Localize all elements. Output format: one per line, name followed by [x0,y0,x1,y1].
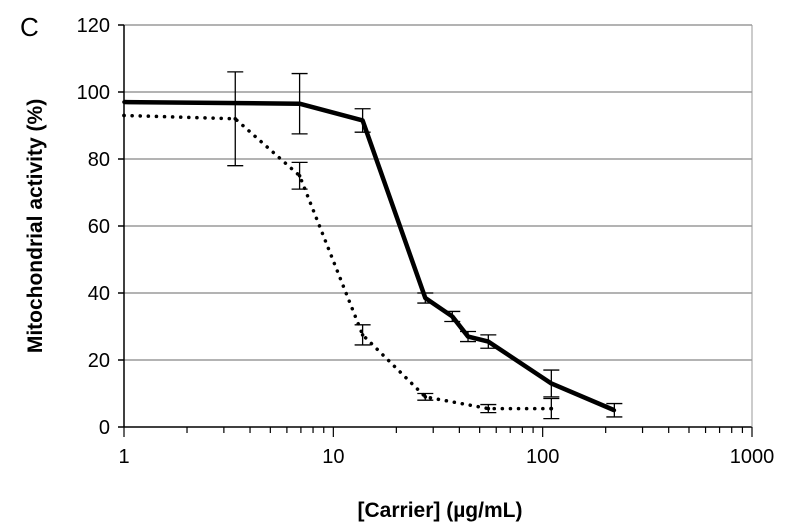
x-tick-label: 1000 [730,446,775,468]
y-tick-label: 80 [88,149,110,171]
series-layer [122,71,623,420]
y-tick-label: 120 [77,15,110,37]
panel-label: C [20,12,39,42]
x-tick-label: 1 [118,446,129,468]
series-1 [122,72,623,418]
y-axis-title: Mitochondrial activity (%) [24,99,47,353]
y-tick-label: 100 [77,82,110,104]
series-line [123,99,616,413]
y-tick-label: 0 [99,417,110,439]
data-point [122,100,126,104]
y-tick-label: 20 [88,350,110,372]
x-tick-label: 10 [322,446,344,468]
x-axis-title: [Carrier] (µg/mL) [358,499,523,522]
x-tick-label: 100 [526,446,559,468]
series-2 [122,71,560,420]
y-tick-label: 60 [88,216,110,238]
axes [118,24,753,437]
gridlines [124,24,752,361]
y-tick-label: 40 [88,283,110,305]
data-point [122,113,126,118]
